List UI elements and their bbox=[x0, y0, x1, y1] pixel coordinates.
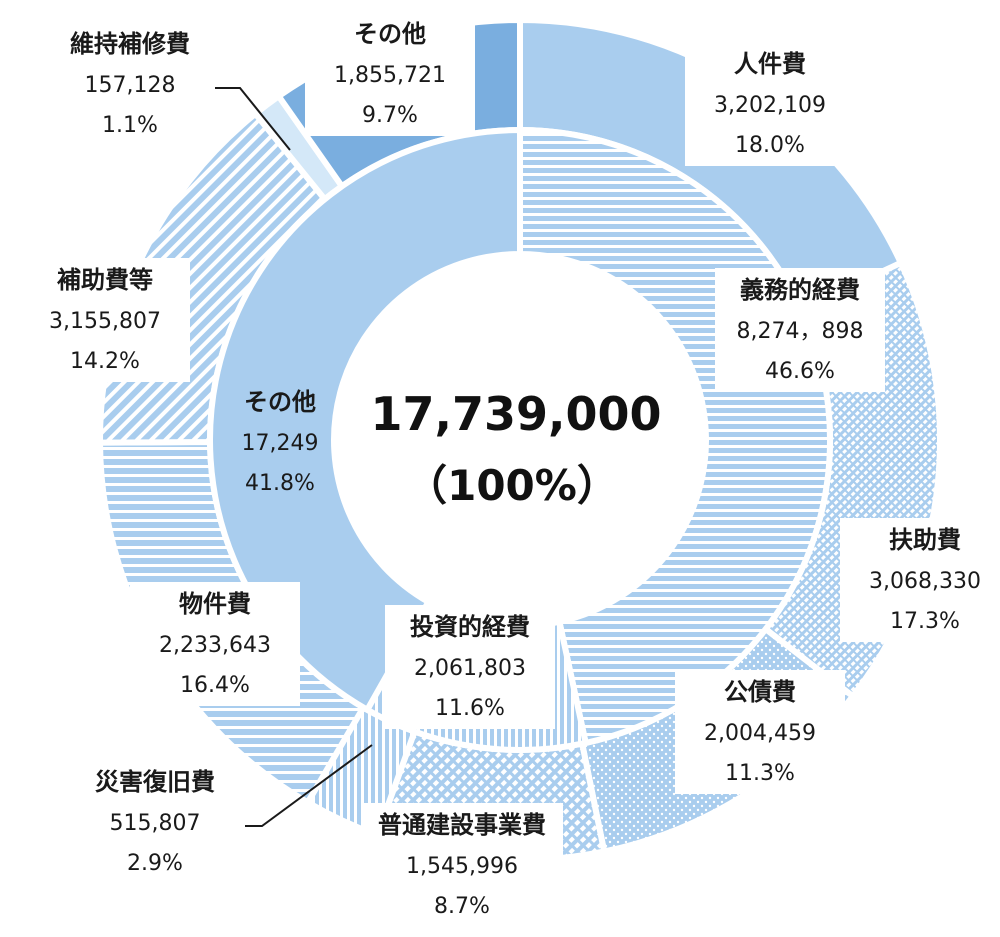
outer-label-percent-6: 14.2% bbox=[70, 349, 140, 374]
outer-label-value-0: 3,202,109 bbox=[714, 93, 826, 118]
inner-label-percent-1: 11.6% bbox=[435, 696, 505, 721]
inner-label-value-1: 2,061,803 bbox=[414, 656, 526, 681]
center-percent: （100%） bbox=[405, 461, 619, 510]
inner-label-bg-0 bbox=[715, 268, 885, 392]
outer-label-bg-2 bbox=[675, 670, 845, 794]
outer-label-bg-6 bbox=[20, 258, 190, 382]
outer-label-percent-2: 11.3% bbox=[725, 761, 795, 786]
outer-label-0: 人件費 3,202,109 18.0% bbox=[685, 42, 855, 166]
outer-label-name-4: 災害復旧費 bbox=[95, 768, 215, 796]
outer-label-6: 補助費等 3,155,807 14.2% bbox=[20, 258, 190, 382]
outer-label-bg-3 bbox=[361, 803, 563, 927]
outer-label-name-6: 補助費等 bbox=[56, 266, 153, 294]
outer-label-bg-8 bbox=[305, 12, 475, 136]
inner-label-0: 義務的経費 8,274，898 46.6% bbox=[715, 268, 885, 392]
outer-label-name-0: 人件費 bbox=[734, 50, 806, 78]
leader-line-disaster bbox=[245, 744, 373, 827]
outer-label-bg-0 bbox=[685, 42, 855, 166]
outer-label-name-8: その他 bbox=[354, 20, 426, 48]
inner-label-bg-1 bbox=[385, 605, 555, 729]
outer-label-4: 災害復旧費 515,807 2.9% bbox=[95, 768, 215, 876]
outer-label-percent-1: 17.3% bbox=[890, 609, 960, 634]
outer-label-7: 維持補修費 157,128 1.1% bbox=[70, 30, 190, 138]
outer-label-name-3: 普通建設事業費 bbox=[378, 811, 546, 839]
outer-label-3: 普通建設事業費 1,545,996 8.7% bbox=[361, 803, 563, 927]
inner-label-name-0: 義務的経費 bbox=[740, 276, 860, 304]
outer-label-value-7: 157,128 bbox=[85, 73, 176, 98]
outer-label-value-8: 1,855,721 bbox=[334, 63, 446, 88]
outer-label-value-4: 515,807 bbox=[110, 811, 201, 836]
slice-labels: 人件費 3,202,109 18.0% 扶助費 3,068,330 17.3% 公債費 2,0… bbox=[20, 12, 1000, 927]
outer-label-value-2: 2,004,459 bbox=[704, 721, 816, 746]
outer-label-5: 物件費 2,233,643 16.4% bbox=[130, 582, 300, 706]
inner-label-name-1: 投資的経費 bbox=[410, 613, 530, 641]
outer-label-8: その他 1,855,721 9.7% bbox=[305, 12, 475, 136]
outer-label-name-1: 扶助費 bbox=[889, 526, 961, 554]
inner-label-2: その他 17,249 41.8% bbox=[242, 388, 319, 496]
outer-label-2: 公債費 2,004,459 11.3% bbox=[675, 670, 845, 794]
outer-label-name-2: 公債費 bbox=[724, 678, 796, 706]
leader-line-maintenance bbox=[215, 87, 291, 151]
inner-label-name-2: その他 bbox=[244, 388, 316, 416]
outer-label-percent-3: 8.7% bbox=[434, 894, 490, 919]
outer-label-value-6: 3,155,807 bbox=[49, 309, 161, 334]
outer-label-percent-5: 16.4% bbox=[180, 673, 250, 698]
inner-label-1: 投資的経費 2,061,803 11.6% bbox=[385, 605, 555, 729]
outer-label-1: 扶助費 3,068,330 17.3% bbox=[840, 518, 1000, 642]
outer-label-percent-4: 2.9% bbox=[127, 851, 183, 876]
outer-label-bg-5 bbox=[130, 582, 300, 706]
inner-label-value-2: 17,249 bbox=[242, 431, 319, 456]
outer-label-name-5: 物件費 bbox=[179, 590, 251, 618]
outer-label-value-1: 3,068,330 bbox=[869, 569, 981, 594]
inner-slice-2 bbox=[207, 126, 523, 714]
inner-label-value-0: 8,274，898 bbox=[737, 319, 864, 344]
outer-label-percent-8: 9.7% bbox=[362, 103, 418, 128]
outer-label-value-3: 1,545,996 bbox=[406, 854, 518, 879]
center-total: 17,739,000 bbox=[370, 387, 661, 441]
inner-label-percent-2: 41.8% bbox=[245, 471, 315, 496]
inner-label-percent-0: 46.6% bbox=[765, 359, 835, 384]
outer-label-bg-1 bbox=[840, 518, 1000, 642]
outer-label-value-5: 2,233,643 bbox=[159, 633, 271, 658]
leader-lines bbox=[215, 87, 373, 827]
outer-label-name-7: 維持補修費 bbox=[70, 30, 190, 58]
outer-label-percent-7: 1.1% bbox=[102, 113, 158, 138]
outer-label-percent-0: 18.0% bbox=[735, 133, 805, 158]
